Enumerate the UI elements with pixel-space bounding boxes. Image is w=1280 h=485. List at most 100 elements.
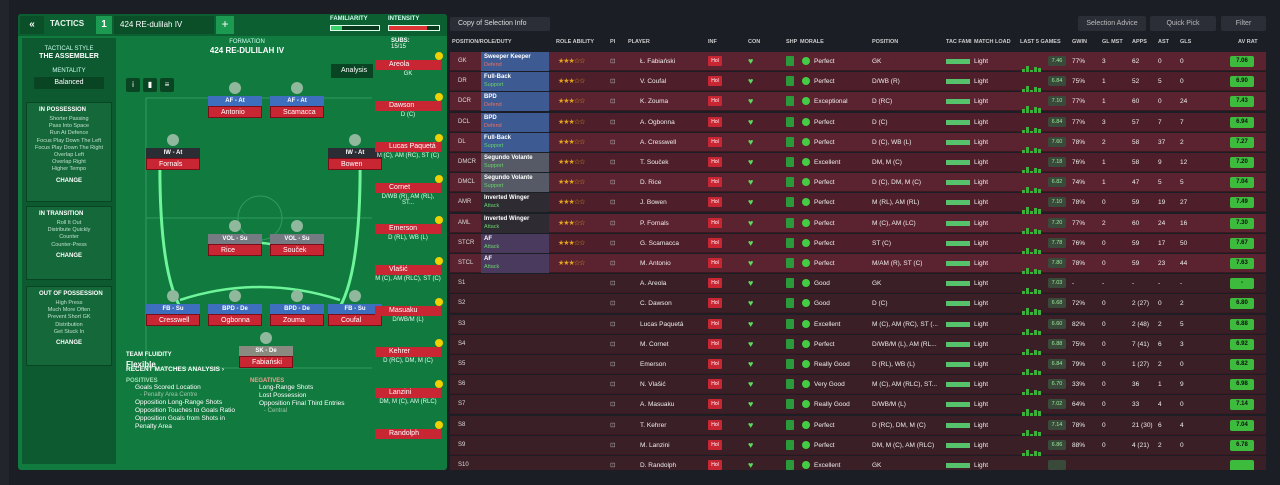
column-header[interactable]: AST [1158,39,1169,45]
add-tactic-button[interactable]: + [216,16,234,34]
role-duty-dropdown[interactable]: Inverted Winger Attack [481,213,549,233]
player-name-dropdown[interactable]: Cresswell [146,314,200,326]
substitute-slot[interactable]: Masuaku D/WB/M (L) [375,306,441,323]
swap-badge-icon[interactable] [435,52,443,60]
role-duty-dropdown[interactable]: Sweeper Keeper Defend [481,52,549,71]
pi-icon[interactable]: ⊡ [610,421,616,429]
role-duty-dropdown[interactable]: AF Attack [481,233,549,253]
table-row[interactable]: DL Full-Back Support ★★★☆☆ ⊡ A. Cresswell Hol ♥… [450,132,1266,156]
column-header[interactable]: SHP [786,39,798,45]
pi-icon[interactable]: ⊡ [610,441,616,449]
table-row[interactable]: S7 ⊡ A. Masuaku Hol ♥ Really Good D/WB/M (L) Li… [450,395,1266,419]
player-name-dropdown[interactable]: Souček [270,244,324,256]
analysis-button[interactable]: Analysis [331,64,373,78]
role-duty-dropdown[interactable]: Segundo Volante Support [481,153,549,172]
column-header[interactable]: INF [708,39,717,45]
swap-badge-icon[interactable] [435,175,443,183]
pi-icon[interactable]: ⊡ [610,320,616,328]
table-row[interactable]: GK Sweeper Keeper Defend ★★★☆☆ ⊡ Ł. Fabiański… [450,52,1266,75]
table-row[interactable]: AMR Inverted Winger Attack ★★★☆☆ ⊡ J. Bowen Ho… [450,193,1266,217]
table-row[interactable]: S2 ⊡ C. Dawson Hol ♥ Good D (C) Light 6.68 72% 0 2 … [450,294,1266,318]
table-row[interactable]: AML Inverted Winger Attack ★★★☆☆ ⊡ P. Fornals… [450,213,1266,237]
pi-icon[interactable]: ⊡ [610,78,616,86]
role-duty-dropdown[interactable]: Segundo Volante Support [481,173,549,193]
pi-icon[interactable]: ⊡ [610,340,616,348]
pitch-player-slot[interactable]: BPD - De Ogbonna [208,304,262,327]
table-row[interactable]: DR Full-Back Support ★★★☆☆ ⊡ V. Coufal Hol ♥ Per… [450,72,1266,96]
pitch-player-slot[interactable]: IW - At Bowen [328,148,382,171]
player-name-link[interactable]: D. Randolph [640,462,677,469]
column-header[interactable]: GWIN [1072,39,1087,45]
player-name-link[interactable]: V. Coufal [640,78,667,86]
column-header[interactable]: TAC FAMI [946,39,972,45]
selection-advice-button[interactable]: Selection Advice [1078,16,1146,31]
table-row[interactable]: S1 ⊡ A. Areola Hol ♥ Good GK Light 7.03- - - - - - [450,274,1266,298]
pi-icon[interactable]: ⊡ [610,381,616,389]
back-button[interactable]: « [20,16,44,34]
role-duty-dropdown[interactable]: BPD Defend [481,92,549,112]
pitch-player-slot[interactable]: FB - Su Coufal [328,304,382,327]
pi-icon[interactable]: ⊡ [610,159,616,166]
column-header[interactable]: PI [610,39,616,45]
swap-badge-icon[interactable] [435,421,443,429]
player-name-link[interactable]: A. Areola [640,280,667,288]
pi-icon[interactable]: ⊡ [610,138,616,146]
substitute-slot[interactable]: Emerson D (RL), WB (L) [375,224,441,241]
instructions-icon[interactable]: ≡ [160,78,174,92]
player-name-link[interactable]: P. Fornals [640,219,669,227]
table-row[interactable]: DCL BPD Defend ★★★☆☆ ⊡ A. Ogbonna Hol ♥ Perfect D… [450,112,1266,136]
in-transition-change-button[interactable]: CHANGE [55,252,82,259]
pitch-player-slot[interactable]: SK - De Fabiański [239,346,293,369]
substitute-slot[interactable]: Areola GK [375,60,441,77]
role-duty-dropdown[interactable]: BPD Defend [481,112,549,132]
swap-badge-icon[interactable] [435,339,443,347]
mentality-dropdown[interactable]: Balanced [34,77,104,89]
player-name-dropdown[interactable]: Antonio [208,106,262,118]
column-header[interactable]: PLAYER [628,39,650,45]
pitch-player-slot[interactable]: VOL - Su Souček [270,234,324,257]
substitute-slot[interactable]: Vlašić M (C), AM (RLC), ST (C) [375,265,441,282]
in-possession-change-button[interactable]: CHANGE [55,177,82,184]
tactic-slot-button[interactable]: 1 [96,16,112,34]
filter-button[interactable]: Filter [1221,16,1266,31]
player-name-dropdown[interactable]: Fabiański [239,356,293,368]
tactic-name-dropdown[interactable]: 424 RE-dulilah IV [114,16,214,34]
player-name-link[interactable]: J. Bowen [640,199,667,207]
player-name-link[interactable]: N. Vlašić [640,381,666,389]
pi-icon[interactable]: ⊡ [610,98,616,106]
pi-icon[interactable]: ⊡ [610,118,616,126]
player-name-link[interactable]: T. Kehrer [640,421,667,429]
player-name-dropdown[interactable]: Fornals [146,158,200,170]
player-name-link[interactable]: A. Masuaku [640,401,675,409]
copy-selection-dropdown[interactable]: Copy of Selection Info [450,17,550,31]
player-name-dropdown[interactable]: Scamacca [270,106,324,118]
pi-icon[interactable]: ⊡ [610,58,616,65]
player-name-link[interactable]: M. Cornet [640,340,669,348]
column-header[interactable]: POSITION/ROLE/DUTY [452,39,512,45]
table-row[interactable]: STCR AF Attack ★★★☆☆ ⊡ G. Scamacca Hol ♥ Perfect… [450,233,1266,257]
column-header[interactable]: GL MST [1102,39,1123,45]
quick-pick-button[interactable]: Quick Pick [1150,16,1216,31]
table-row[interactable]: DCR BPD Defend ★★★☆☆ ⊡ K. Zouma Hol ♥ Exceptiona… [450,92,1266,116]
player-name-link[interactable]: C. Dawson [640,300,672,308]
pi-icon[interactable]: ⊡ [610,179,616,187]
pi-icon[interactable]: ⊡ [610,300,616,308]
player-name-link[interactable]: K. Zouma [640,98,669,106]
stats-icon[interactable]: ▮ [143,78,157,92]
player-name-dropdown[interactable]: Coufal [328,314,382,326]
column-header[interactable]: AV RAT [1238,39,1258,45]
pi-icon[interactable]: ⊡ [610,199,616,207]
pi-icon[interactable]: ⊡ [610,280,616,288]
pi-icon[interactable]: ⊡ [610,239,616,247]
swap-badge-icon[interactable] [435,93,443,101]
table-row[interactable]: S3 ⊡ Lucas Paquetá Hol ♥ Excellent M (C), AM (… [450,314,1266,338]
table-row[interactable]: S9 ⊡ M. Lanzini Hol ♥ Perfect DM, M (C), AM (R… [450,435,1266,459]
table-row[interactable]: DMCR Segundo Volante Support ★★★☆☆ ⊡ T. Souče… [450,153,1266,176]
swap-badge-icon[interactable] [435,257,443,265]
column-header[interactable]: POSITION [872,39,899,45]
player-name-link[interactable]: D. Rice [640,179,662,187]
substitute-slot[interactable]: Lucas Paquetá M (C), AM (RC), ST (C) [375,142,441,159]
table-row[interactable]: S5 ⊡ Emerson Hol ♥ Really Good D (RL), WB (L) L… [450,355,1266,378]
swap-badge-icon[interactable] [435,298,443,306]
substitute-slot[interactable]: Cornet D/WB (R), AM (RL), ST... [375,183,441,206]
